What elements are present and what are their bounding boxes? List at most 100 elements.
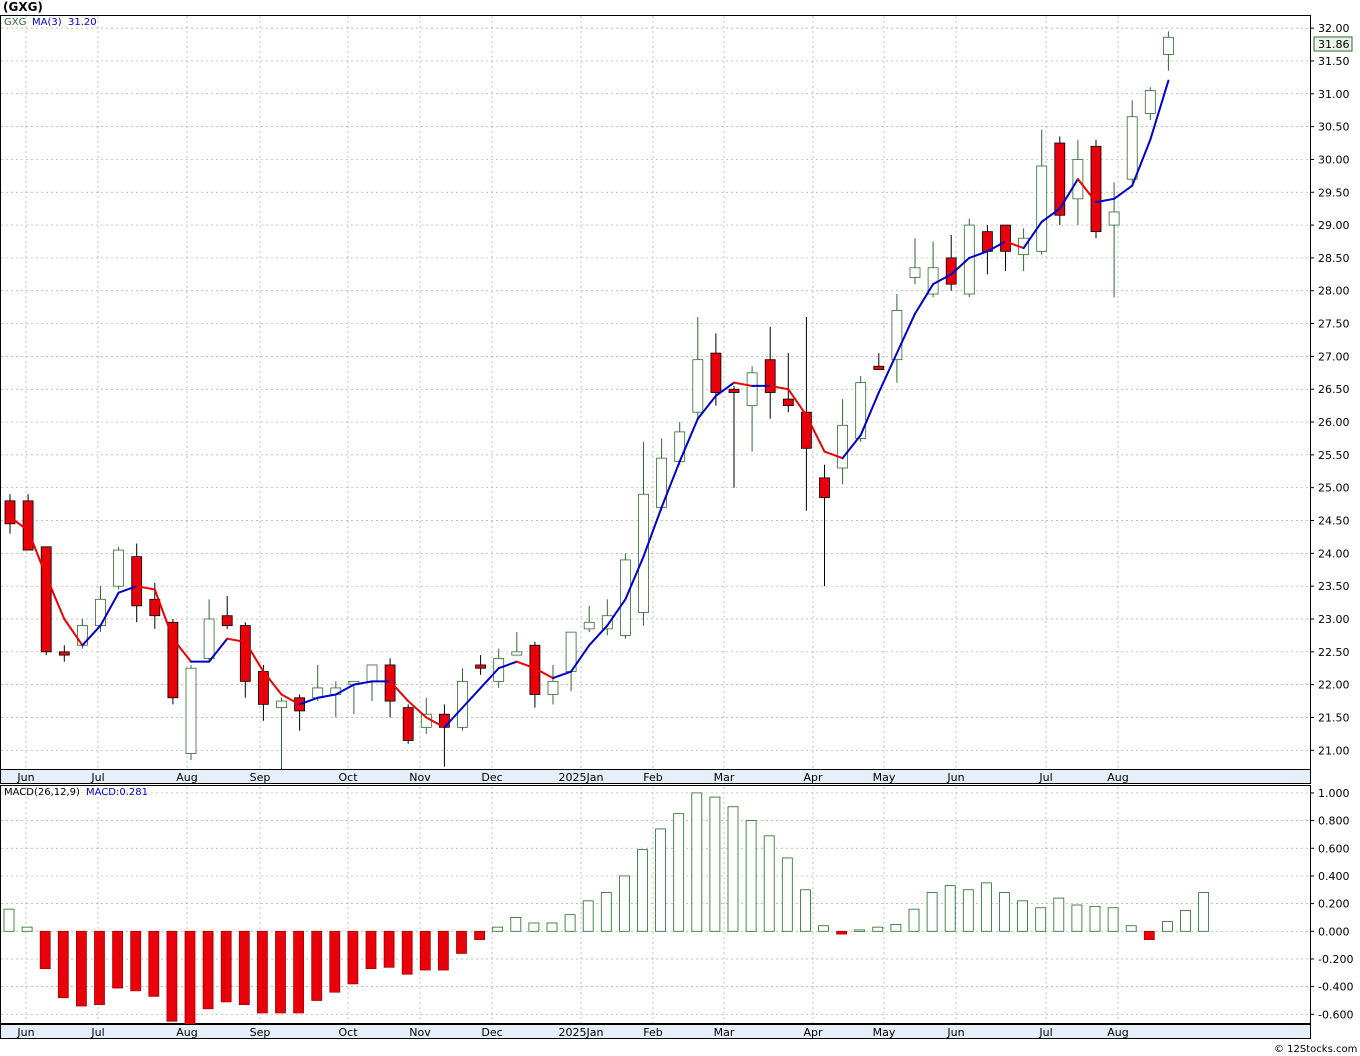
ma-segment: [533, 667, 554, 680]
macd-bar: [582, 900, 594, 932]
candle-body: [583, 621, 595, 630]
candle-body: [239, 625, 251, 682]
candle-body: [131, 556, 143, 607]
macd-bar: [293, 930, 305, 1014]
candle-body: [475, 664, 487, 669]
legend-macd: MACD(26,12,9): [4, 787, 80, 798]
macd-histogram: [3, 792, 1209, 1026]
candle: [891, 294, 903, 383]
ma-segment: [1113, 184, 1134, 200]
ma-segment: [841, 434, 862, 460]
candle: [728, 385, 740, 488]
price-tick-label: 26.50: [1318, 383, 1350, 396]
candle-body: [149, 598, 161, 617]
candle: [239, 622, 251, 698]
ma-segment: [208, 637, 229, 663]
macd-tick-label: 0.000: [1318, 925, 1350, 938]
ma-segment: [81, 624, 102, 647]
macd-bar: [981, 882, 992, 932]
candle: [746, 366, 758, 452]
ma-segment: [280, 693, 301, 706]
month-label: 2025Jan: [559, 771, 604, 784]
candle: [457, 668, 468, 731]
price-tick-label: 21.00: [1318, 744, 1350, 757]
ma-segment: [316, 693, 337, 699]
candle: [547, 664, 559, 705]
macd-bar: [184, 930, 196, 1026]
macd-bar: [944, 885, 956, 932]
ma-segment: [950, 256, 971, 276]
ma-segment: [606, 598, 627, 627]
candle-body: [746, 372, 758, 407]
macd-bar: [256, 930, 268, 1014]
ma-segment: [1022, 220, 1043, 250]
macd-bar: [1017, 900, 1028, 932]
candle-body: [203, 618, 215, 659]
ma-segment: [45, 575, 66, 620]
candle: [1108, 182, 1120, 298]
chart-title: (GXG): [3, 0, 43, 14]
ma-segment: [334, 683, 355, 696]
macd-bar: [962, 889, 974, 932]
candle-body: [547, 680, 559, 695]
candle: [1090, 139, 1102, 239]
ma-segment: [1076, 178, 1097, 204]
candle: [873, 353, 885, 370]
candle-body: [221, 615, 233, 626]
ma-segment: [769, 384, 790, 391]
macd-bar: [492, 926, 504, 932]
macd-bar: [510, 917, 522, 932]
candle: [764, 326, 776, 419]
month-label: 2025Jan: [559, 1026, 604, 1039]
month-label: Nov: [409, 1026, 431, 1039]
ma-segment: [298, 696, 319, 706]
ma-segment: [1040, 207, 1061, 223]
candle: [710, 333, 722, 406]
ma-segment: [642, 506, 663, 558]
macd-bar: [1125, 925, 1137, 932]
price-tick-label: 23.50: [1318, 580, 1350, 593]
macd-bar: [21, 926, 33, 932]
candle-body: [22, 500, 34, 551]
candle: [58, 645, 70, 662]
ma-segment: [389, 680, 410, 703]
macd-bar: [836, 930, 847, 935]
ma-segment: [823, 450, 844, 460]
price-tick-label: 29.00: [1318, 219, 1350, 232]
price-tick-label: 30.50: [1318, 121, 1350, 134]
macd-bar: [655, 828, 666, 932]
price-tick-label: 32.00: [1318, 22, 1350, 35]
month-label: Jul: [1038, 1026, 1052, 1039]
month-label: Jun: [946, 1026, 964, 1039]
macd-bar: [401, 930, 413, 975]
macd-bar: [275, 930, 286, 1014]
ma-segment: [117, 585, 138, 594]
price-tick-label: 22.50: [1318, 646, 1350, 659]
month-strip-top: [0, 769, 1311, 784]
legend-symbol: GXG: [4, 17, 26, 28]
macd-bar: [600, 892, 612, 932]
macd-bar: [1198, 892, 1209, 932]
price-tick-label: 28.00: [1318, 285, 1350, 298]
macd-tick-label: 0.800: [1318, 815, 1350, 828]
candle: [203, 599, 215, 662]
price-tick-label: 24.50: [1318, 515, 1350, 528]
candle: [1000, 224, 1011, 272]
macd-bar: [745, 820, 757, 932]
candle-body: [1144, 90, 1156, 114]
macd-tick-label: -0.600: [1318, 1008, 1353, 1021]
candle: [384, 658, 396, 718]
macd-bar: [347, 930, 359, 985]
macd-bar: [818, 925, 829, 932]
ma-segment: [914, 283, 935, 315]
ma-segment: [1004, 240, 1025, 250]
price-tick-label: 26.00: [1318, 416, 1350, 429]
ma-segment: [425, 716, 446, 729]
legend-macd-value: MACD:0.281: [86, 787, 148, 798]
macd-bar: [564, 914, 576, 932]
month-label: Sep: [250, 1026, 271, 1039]
month-axis-top: Jun Jul Aug Sep Oct Nov Dec 2025Jan Feb Mar Apr May…: [16, 771, 1128, 784]
candle: [475, 655, 487, 675]
macd-axis: 1.000 0.800 0.600 0.400 0.200 0.000 -0.200 -0.4…: [1310, 787, 1353, 1021]
